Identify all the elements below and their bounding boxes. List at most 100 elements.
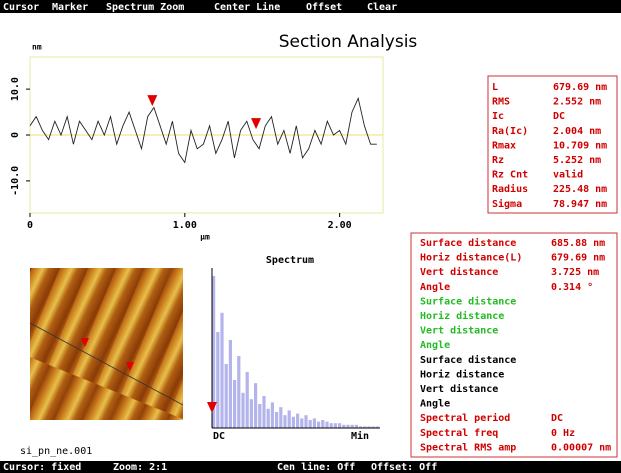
spectrum-bar — [321, 420, 324, 428]
y-unit: nm — [32, 43, 42, 52]
spectrum-bar — [271, 402, 274, 428]
measure-label: Vert distance — [420, 266, 498, 278]
status-item: Cen line: Off — [277, 461, 355, 473]
spectrum-bar — [309, 420, 312, 428]
spectrum-bar — [334, 423, 337, 428]
menu-item[interactable]: Clear — [367, 2, 397, 13]
x-tick-label: 1.00 — [173, 220, 197, 231]
spectrum-bar — [317, 422, 320, 428]
spectrum-x-label: Min — [351, 430, 369, 442]
measure-label: Angle — [420, 282, 450, 293]
spectrum-bar — [250, 399, 253, 428]
measure-label: Horiz distance — [420, 310, 504, 322]
menu-item[interactable]: Marker — [52, 2, 88, 13]
stat-label: Rmax — [492, 140, 516, 151]
measure-value: 0.314 ° — [551, 282, 593, 293]
measure-value: DC — [551, 413, 563, 424]
measure-label: Spectral RMS amp — [420, 442, 516, 453]
stat-label: Ic — [492, 111, 504, 122]
status-item: Offset: Off — [371, 462, 437, 473]
spectrum-bar — [262, 396, 265, 428]
spectrum-bar — [237, 356, 240, 428]
spectrum-bar — [338, 423, 341, 428]
stat-value: 2.004 nm — [553, 126, 601, 137]
measure-value: 685.88 nm — [551, 238, 605, 249]
y-tick-label: -10.0 — [10, 166, 21, 196]
stat-value: 5.252 nm — [553, 155, 601, 166]
x-tick-label: 2.00 — [328, 220, 352, 231]
stat-label: L — [492, 82, 498, 93]
spectrum-bar — [267, 409, 270, 428]
measure-label: Angle — [420, 340, 450, 351]
measure-label: Angle — [420, 399, 450, 410]
measure-value: 679.69 nm — [551, 253, 605, 264]
measure-label: Surface distance — [420, 354, 516, 366]
stat-value: 78.947 nm — [553, 199, 607, 210]
stat-value: valid — [553, 169, 583, 181]
measure-label: Horiz distance(L) — [420, 252, 522, 264]
spectrum-bar — [254, 383, 257, 428]
spectrum-bar — [258, 404, 261, 428]
spectrum-bar — [229, 340, 232, 428]
spectrum-bar — [296, 414, 299, 428]
spectrum-bar — [292, 417, 295, 428]
stat-value: 2.552 nm — [553, 97, 601, 108]
image — [30, 268, 183, 420]
spectrum-bar — [275, 412, 278, 428]
cursor[interactable] — [251, 118, 261, 129]
image-label: si_pn_ne.001 — [20, 446, 92, 457]
menu-item[interactable]: Center Line — [214, 1, 280, 13]
spectrum-bar — [220, 313, 223, 428]
spectrum-bar — [330, 423, 333, 428]
y-tick-label: 10.0 — [10, 77, 21, 101]
x-tick-label: 0 — [27, 220, 33, 231]
spectrum-bar — [279, 407, 282, 428]
spectrum-bar — [216, 332, 219, 428]
stat-label: Radius — [492, 183, 528, 195]
spectrum-bar — [300, 418, 303, 428]
status-item: Cursor: fixed — [3, 461, 81, 473]
spectrum-bar — [225, 364, 228, 428]
spectrum-bar — [288, 410, 291, 428]
x-axis-label: μm — [200, 233, 210, 242]
measure-label: Vert distance — [420, 383, 498, 395]
measure-label: Spectral period — [420, 412, 510, 424]
spectrum-bar — [325, 422, 328, 428]
menu-item[interactable]: Spectrum Zoom — [106, 2, 184, 13]
stat-value: DC — [553, 111, 565, 122]
measure-value: 0.00007 nm — [551, 442, 611, 453]
measure-label: Surface distance — [420, 237, 516, 249]
stat-value: 10.709 nm — [553, 140, 607, 151]
stat-label: Rz Cnt — [492, 170, 528, 181]
stat-label: RMS — [492, 97, 510, 108]
spectrum-bar — [246, 372, 249, 428]
stat-value: 225.48 nm — [553, 184, 607, 195]
spectrum-x-label: DC — [213, 431, 225, 442]
measure-value: 0 Hz — [551, 428, 575, 439]
status-item: Zoom: 2:1 — [113, 462, 167, 473]
cursor[interactable] — [147, 95, 157, 106]
menu-item[interactable]: Offset — [306, 2, 342, 13]
spectrum-bar — [304, 415, 307, 428]
stat-label: Sigma — [492, 198, 522, 210]
measure-value: 3.725 nm — [551, 267, 599, 278]
spectrum-bar — [283, 415, 286, 428]
menu-item[interactable]: Cursor — [3, 2, 39, 13]
screen: Section Analysis si_pn_ne.001 Cursor Mark… — [0, 0, 621, 473]
stat-value: 679.69 nm — [553, 82, 607, 93]
title: Section Analysis — [279, 32, 418, 52]
measure-label: Spectral freq — [420, 428, 498, 439]
spectrum-title: Spectrum — [266, 255, 314, 266]
measure-label: Horiz distance — [420, 368, 504, 380]
spectrum-cursor[interactable] — [207, 402, 217, 413]
measure-label: Vert distance — [420, 325, 498, 337]
stat-label: Ra(Ic) — [492, 126, 528, 137]
spectrum-bar — [313, 418, 316, 428]
spectrum-bar — [241, 393, 244, 428]
spectrum-bar — [233, 380, 236, 428]
profile-line — [30, 98, 377, 162]
y-tick-label: 0 — [10, 132, 21, 138]
stat-label: Rz — [492, 155, 504, 166]
afm-image — [30, 268, 183, 420]
measure-label: Surface distance — [420, 295, 516, 307]
